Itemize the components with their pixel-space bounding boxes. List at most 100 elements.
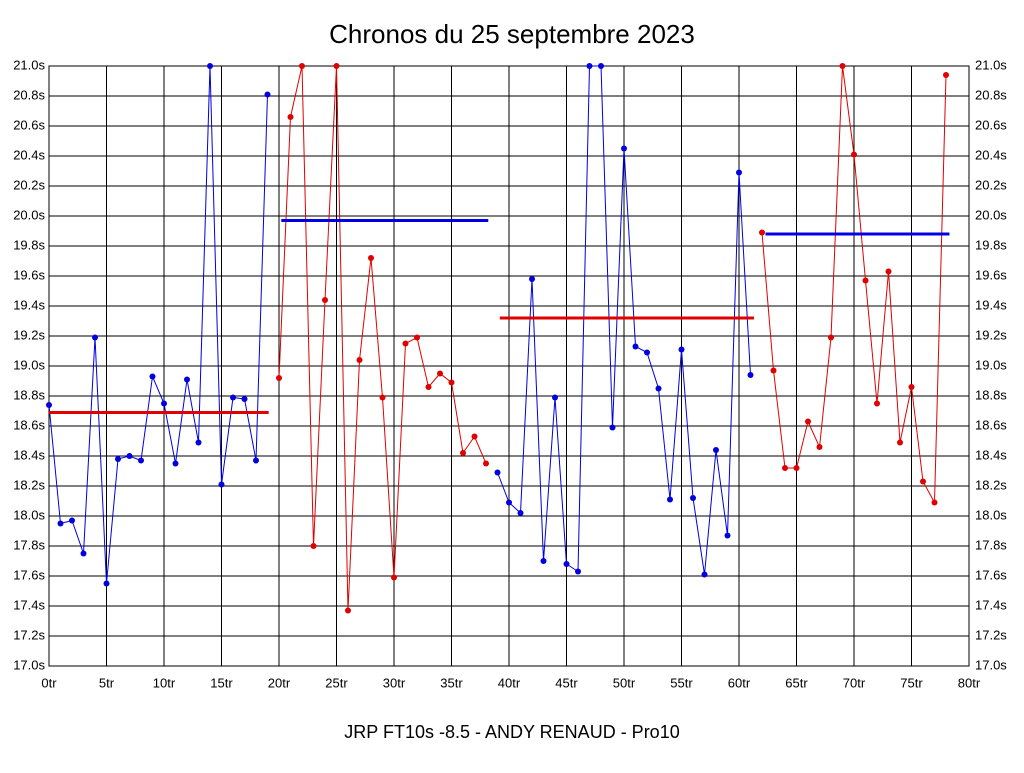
y2-tick-label: 19.8s <box>975 237 1007 252</box>
plot-border <box>48 65 970 667</box>
data-point <box>184 376 190 383</box>
data-point <box>885 268 892 275</box>
data-point <box>690 495 696 501</box>
data-point <box>448 379 455 386</box>
y2-tick-label: 18.6s <box>975 417 1007 432</box>
data-point <box>126 453 133 459</box>
data-point <box>425 384 432 390</box>
x-tick-label: 45tr <box>555 675 578 690</box>
data-point <box>943 72 949 78</box>
data-point <box>782 465 788 471</box>
y-tick-label: 19.4s <box>13 297 45 312</box>
data-point <box>931 499 938 506</box>
x-tick-label: 20tr <box>268 675 291 690</box>
data-point <box>69 517 75 524</box>
data-point <box>402 340 409 347</box>
y2-tick-label: 19.2s <box>975 327 1007 342</box>
y-tick-label: 17.6s <box>13 567 45 582</box>
data-point <box>46 402 52 408</box>
y-tick-label: 18.0s <box>13 507 45 522</box>
y-tick-label: 18.2s <box>13 477 45 492</box>
data-point <box>414 334 420 341</box>
data-point <box>138 457 144 464</box>
data-point <box>172 460 179 467</box>
data-point <box>218 481 225 488</box>
y2-tick-label: 20.4s <box>975 147 1007 162</box>
data-point <box>598 63 604 69</box>
data-point <box>276 375 282 381</box>
x-tick-label: 30tr <box>383 675 406 690</box>
data-point <box>552 394 558 401</box>
x-tick-label: 60tr <box>728 675 751 690</box>
y2-tick-label: 17.0s <box>975 657 1007 672</box>
data-point <box>644 349 650 356</box>
data-point <box>920 478 926 485</box>
data-point <box>195 439 202 446</box>
data-point <box>897 439 903 446</box>
y-tick-label: 21.0s <box>13 57 45 72</box>
data-point <box>310 543 317 549</box>
y-tick-label: 20.2s <box>13 177 45 192</box>
data-point <box>563 561 570 567</box>
data-point <box>724 532 731 539</box>
data-point <box>103 580 110 587</box>
y-tick-label: 20.6s <box>13 117 45 132</box>
y-tick-label: 19.2s <box>13 327 45 342</box>
data-point <box>92 334 98 341</box>
y-tick-label: 17.4s <box>13 597 45 612</box>
data-point <box>517 510 524 516</box>
data-point <box>736 169 742 176</box>
data-point <box>161 400 167 407</box>
x-tick-label: 15tr <box>210 675 233 690</box>
data-point <box>793 465 800 471</box>
data-point <box>621 145 627 152</box>
data-point <box>529 276 535 282</box>
data-point <box>828 334 834 341</box>
data-point <box>115 456 121 462</box>
data-point <box>575 568 581 575</box>
data-point <box>759 229 765 236</box>
data-point <box>368 255 374 261</box>
y-tick-label: 18.8s <box>13 387 45 402</box>
y-tick-label: 20.4s <box>13 147 45 162</box>
data-point <box>437 370 443 377</box>
x-tick-label: 0tr <box>41 675 57 690</box>
y2-tick-label: 20.0s <box>975 207 1007 222</box>
x-tick-label: 50tr <box>613 675 636 690</box>
x-tick-label: 55tr <box>670 675 693 690</box>
y-tick-label: 17.2s <box>13 627 45 642</box>
data-point <box>149 373 156 380</box>
data-point <box>460 450 466 456</box>
data-point <box>356 357 363 363</box>
data-point <box>230 394 236 401</box>
data-point <box>678 346 685 353</box>
x-axis-label: JRP FT10s -8.5 - ANDY RENAUD - Pro10 <box>344 722 679 742</box>
y2-tick-label: 17.4s <box>975 597 1007 612</box>
data-point <box>655 385 662 392</box>
y-tick-label: 20.8s <box>13 87 45 102</box>
y2-tick-label: 17.2s <box>975 627 1007 642</box>
data-point <box>253 457 259 464</box>
data-point <box>609 424 616 431</box>
x-tick-label: 35tr <box>440 675 463 690</box>
y-tick-label: 19.0s <box>13 357 45 372</box>
data-point <box>770 367 777 374</box>
x-tick-label: 25tr <box>325 675 348 690</box>
data-point <box>379 394 386 401</box>
data-point <box>862 277 869 284</box>
data-point <box>494 469 501 476</box>
data-point <box>391 574 397 581</box>
y2-tick-label: 19.0s <box>975 357 1007 372</box>
y-tick-label: 18.4s <box>13 447 45 462</box>
y2-tick-label: 18.4s <box>975 447 1007 462</box>
data-point <box>908 384 915 390</box>
y-tick-label: 19.6s <box>13 267 45 282</box>
data-point <box>632 343 639 350</box>
y2-tick-label: 20.6s <box>975 117 1007 132</box>
y-tick-label: 17.8s <box>13 537 45 552</box>
x-tick-label: 80tr <box>958 675 981 690</box>
y-tick-label: 19.8s <box>13 237 45 252</box>
data-point <box>299 63 305 69</box>
